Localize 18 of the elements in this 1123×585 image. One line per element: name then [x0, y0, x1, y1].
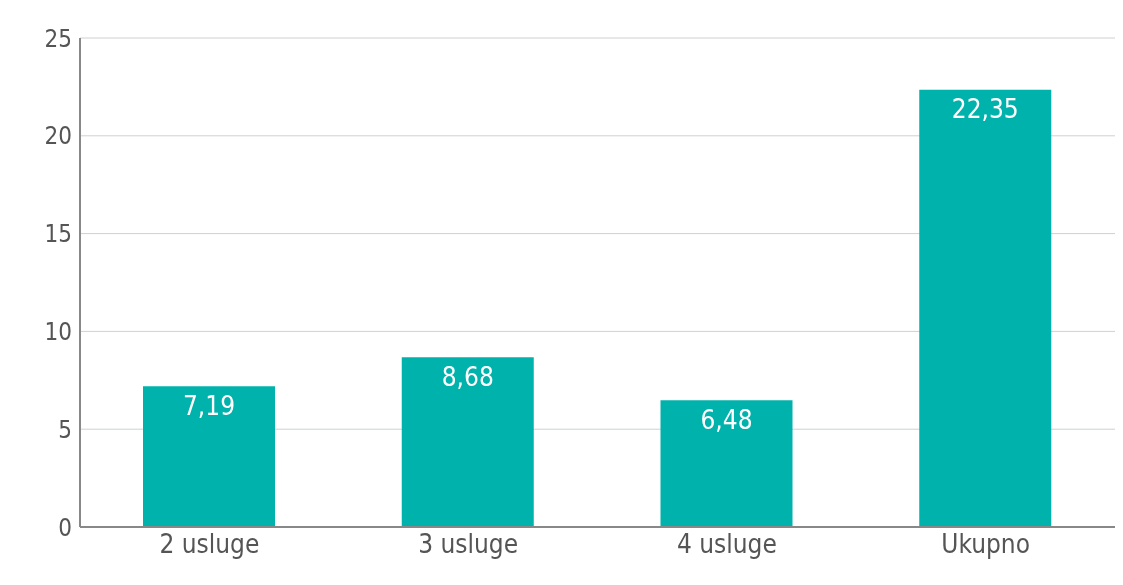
data-label: 6,48: [700, 404, 753, 435]
x-tick-label: 4 usluge: [676, 529, 777, 560]
x-tick-label: 2 usluge: [159, 529, 260, 560]
x-tick-label: 3 usluge: [418, 529, 519, 560]
bar: [401, 357, 534, 527]
y-tick-label: 25: [44, 24, 72, 53]
bar: [143, 386, 275, 527]
y-tick-label: 5: [58, 415, 72, 444]
data-label: 7,19: [182, 390, 236, 421]
y-tick-label: 10: [44, 317, 72, 346]
data-label: 22,35: [951, 94, 1019, 125]
bar: [660, 400, 793, 527]
bar: [919, 89, 1052, 527]
y-tick-label: 15: [44, 220, 72, 249]
y-tick-label: 20: [44, 122, 72, 151]
data-label: 8,68: [441, 361, 494, 392]
x-tick-label: Ukupno: [941, 529, 1030, 560]
y-tick-label: 0: [58, 513, 72, 542]
